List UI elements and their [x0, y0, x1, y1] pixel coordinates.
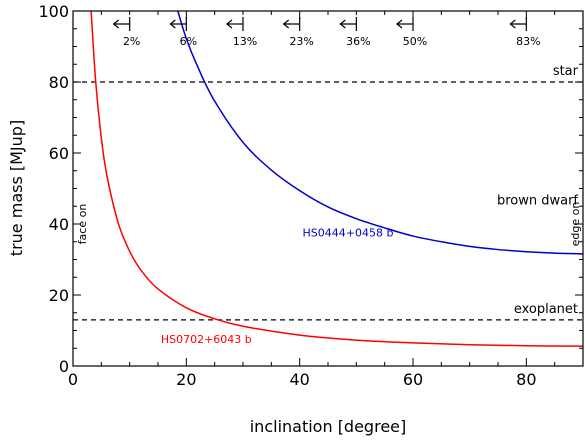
y-axis-label: true mass [MJup] — [7, 120, 26, 256]
probability-marker: 13% — [226, 17, 257, 48]
probability-marker: 6% — [169, 17, 197, 48]
region-label-face-on: face on — [76, 204, 89, 245]
probability-label: 6% — [180, 35, 197, 48]
reference-label-star: star — [553, 64, 579, 79]
x-tick-label: 20 — [176, 370, 196, 389]
y-tick-label: 40 — [49, 215, 69, 234]
probability-label: 50% — [403, 35, 427, 48]
probability-label: 36% — [346, 35, 370, 48]
probability-label: 23% — [289, 35, 313, 48]
x-tick-label: 80 — [516, 370, 536, 389]
probability-label: 13% — [233, 35, 257, 48]
y-tick-label: 20 — [49, 286, 69, 305]
probability-marker: 23% — [282, 17, 314, 48]
series-label-hs0444: HS0444+0458 b — [303, 226, 394, 239]
x-tick-label: 0 — [68, 370, 78, 389]
x-tick-label: 40 — [289, 370, 309, 389]
probability-marker: 2% — [112, 17, 140, 48]
probability-label: 83% — [516, 35, 540, 48]
y-tick-label: 0 — [59, 357, 69, 376]
x-tick-label: 60 — [403, 370, 423, 389]
probability-marker: 50% — [396, 17, 427, 48]
y-tick-label: 100 — [38, 2, 69, 21]
plot-frame — [72, 10, 584, 367]
y-tick-label: 80 — [49, 73, 69, 92]
y-tick-label: 60 — [49, 144, 69, 163]
x-axis-label: inclination [degree] — [250, 417, 407, 436]
region-label-brown-dwarf: brown dwarf — [497, 193, 578, 208]
probability-label: 2% — [123, 35, 140, 48]
probability-marker: 36% — [339, 17, 371, 48]
reference-label-exoplanet: exoplanet — [514, 302, 578, 317]
series-line-hs0444 — [177, 11, 583, 255]
probability-marker: 83% — [509, 17, 541, 48]
series-label-hs0702: HS0702+6043 b — [161, 333, 252, 346]
series-line-hs0702 — [90, 11, 583, 347]
